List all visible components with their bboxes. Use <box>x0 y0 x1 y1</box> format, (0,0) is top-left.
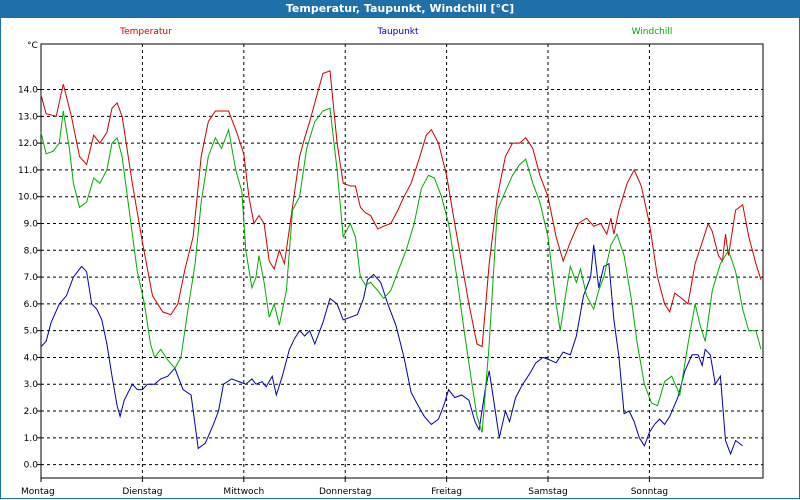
x-tick-day: Mittwoch <box>223 487 264 497</box>
series-line-temperatur <box>40 70 762 348</box>
series-line-windchill <box>40 107 762 433</box>
x-tick-day: Montag <box>21 487 55 497</box>
legend-entry: Taupunkt <box>376 27 419 37</box>
y-tick-label: 11.0 <box>18 166 38 176</box>
y-tick-label: 10.0 <box>18 193 38 203</box>
y-tick-label: 8.0 <box>24 246 39 256</box>
y-tick-label: 5.0 <box>24 327 39 337</box>
y-tick-label: 6.0 <box>24 300 39 310</box>
chart-frame: 0.0 1.0 2.0 3.0 4.0 5.0 6.0 7.0 8.0 9.0 10.0 11.0 12… <box>0 18 800 499</box>
legend-entry: Temperatur <box>119 27 172 37</box>
y-tick-label: 12.0 <box>18 139 38 149</box>
window-title: Temperatur, Taupunkt, Windchill [°C] <box>0 0 800 18</box>
series-line-taupunkt <box>40 244 744 456</box>
y-tick-label: 1.0 <box>24 434 39 444</box>
y-tick-label: 7.0 <box>24 273 39 283</box>
series-lines <box>40 70 762 456</box>
x-tick-day: Freitag <box>431 487 462 497</box>
y-tick-label: 0.0 <box>24 461 39 471</box>
y-axis: 0.0 1.0 2.0 3.0 4.0 5.0 6.0 7.0 8.0 9.0 10.0 11.0 12… <box>18 86 41 471</box>
y-axis-unit-label: °C <box>27 41 38 51</box>
line-chart: 0.0 1.0 2.0 3.0 4.0 5.0 6.0 7.0 8.0 9.0 10.0 11.0 12… <box>18 27 764 497</box>
x-tick-day: Dienstag <box>122 487 162 497</box>
x-tick-day: Sonntag <box>631 487 668 497</box>
y-tick-label: 13.0 <box>18 112 38 122</box>
y-tick-label: 9.0 <box>24 219 39 229</box>
y-tick-label: 4.0 <box>24 353 39 363</box>
legend: Temperatur Taupunkt Windchill <box>119 27 672 37</box>
x-tick-day: Samstag <box>528 487 567 497</box>
y-tick-label: 14.0 <box>18 86 38 96</box>
y-tick-label: 3.0 <box>24 380 39 390</box>
y-tick-label: 2.0 <box>24 407 39 417</box>
legend-entry: Windchill <box>632 27 673 37</box>
grid <box>41 44 763 478</box>
x-tick-day: Donnerstag <box>319 487 372 497</box>
plot-border <box>40 43 764 479</box>
x-axis: Montag10.04.17Dienstag11.04.17Mittwoch12… <box>21 478 668 497</box>
